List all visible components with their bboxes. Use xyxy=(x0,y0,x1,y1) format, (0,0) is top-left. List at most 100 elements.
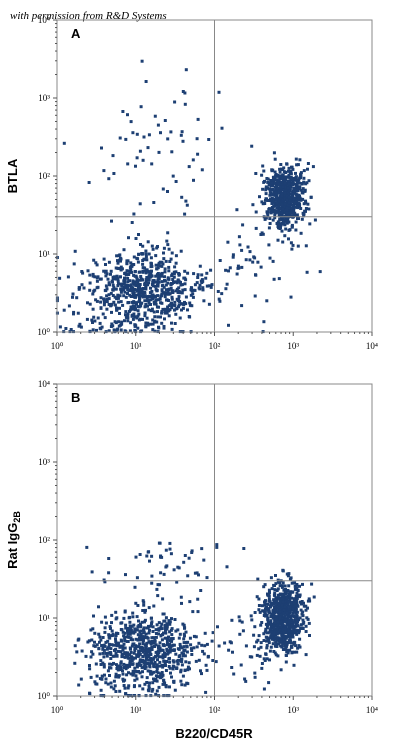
data-point xyxy=(285,612,289,616)
data-point xyxy=(146,636,150,640)
data-point xyxy=(160,260,164,264)
data-point xyxy=(297,186,301,190)
data-point xyxy=(278,599,282,603)
data-point xyxy=(273,181,277,185)
data-point xyxy=(266,618,270,622)
data-point xyxy=(295,163,299,167)
data-point xyxy=(281,633,285,637)
data-point xyxy=(243,677,247,681)
data-point xyxy=(188,301,192,305)
data-point xyxy=(193,571,197,575)
data-point xyxy=(285,607,289,611)
data-point xyxy=(276,627,280,631)
data-point xyxy=(237,615,241,619)
data-point xyxy=(274,617,278,621)
data-point xyxy=(284,178,287,182)
data-point xyxy=(294,228,298,232)
data-point xyxy=(149,286,152,290)
x-tick-label: 10³ xyxy=(287,705,299,715)
data-point xyxy=(89,655,93,659)
data-point xyxy=(123,639,127,643)
data-point xyxy=(191,610,195,614)
data-point xyxy=(230,618,234,622)
x-tick-label: 10⁰ xyxy=(51,341,64,351)
data-point xyxy=(265,639,268,643)
data-point xyxy=(280,177,284,180)
data-point xyxy=(167,635,170,639)
data-point xyxy=(146,304,149,308)
data-point xyxy=(261,202,265,206)
data-point xyxy=(147,686,151,690)
data-point xyxy=(306,162,310,165)
data-point xyxy=(160,274,163,278)
data-point xyxy=(143,266,147,270)
data-point xyxy=(129,636,133,640)
data-point xyxy=(164,616,168,620)
data-point xyxy=(163,317,166,321)
data-point xyxy=(262,687,266,691)
data-point xyxy=(124,295,128,299)
data-point xyxy=(184,660,188,664)
data-point xyxy=(98,652,102,656)
data-point xyxy=(268,636,272,640)
data-point xyxy=(296,196,300,200)
data-point xyxy=(232,672,236,676)
data-point xyxy=(251,203,255,207)
data-point xyxy=(89,628,93,632)
data-point xyxy=(91,652,95,656)
data-point xyxy=(286,617,290,620)
data-point xyxy=(93,631,97,635)
data-point xyxy=(268,611,272,615)
data-point xyxy=(266,210,270,214)
data-point xyxy=(179,679,183,683)
data-point xyxy=(308,634,311,637)
data-point xyxy=(82,286,86,290)
y-tick-label: 10⁴ xyxy=(38,379,50,389)
data-point xyxy=(161,283,165,287)
data-point xyxy=(161,307,165,311)
data-point xyxy=(109,272,112,276)
data-point xyxy=(113,295,117,299)
data-point xyxy=(101,647,105,651)
data-point xyxy=(138,658,142,662)
data-point xyxy=(135,284,139,288)
data-point xyxy=(124,692,128,696)
data-point xyxy=(144,632,148,636)
data-point xyxy=(86,640,90,644)
data-point xyxy=(286,649,290,653)
data-point xyxy=(236,264,240,268)
data-point xyxy=(102,578,106,582)
data-point xyxy=(91,321,94,324)
data-point xyxy=(123,319,126,323)
data-point xyxy=(119,282,123,286)
data-point xyxy=(138,202,142,206)
data-point xyxy=(124,310,128,314)
data-point xyxy=(301,582,304,586)
data-point xyxy=(231,650,234,654)
data-point xyxy=(270,630,274,634)
data-point xyxy=(102,297,106,301)
data-point xyxy=(172,665,176,669)
data-point xyxy=(192,634,196,638)
data-point xyxy=(284,620,288,624)
data-point xyxy=(185,645,189,649)
data-point xyxy=(254,210,258,214)
data-point xyxy=(167,265,171,269)
data-point xyxy=(134,237,138,240)
data-point xyxy=(170,251,174,255)
data-point xyxy=(118,306,121,310)
data-point xyxy=(112,328,116,332)
data-point xyxy=(294,594,298,598)
data-point xyxy=(162,681,166,684)
data-point xyxy=(273,588,277,592)
data-point xyxy=(141,642,145,645)
data-point xyxy=(172,281,175,284)
data-point xyxy=(278,206,282,210)
data-point xyxy=(256,577,260,581)
data-point xyxy=(88,302,92,306)
data-point xyxy=(145,278,148,282)
data-point xyxy=(164,664,167,667)
data-point xyxy=(294,220,298,224)
data-point xyxy=(120,287,124,291)
data-point xyxy=(263,583,267,587)
